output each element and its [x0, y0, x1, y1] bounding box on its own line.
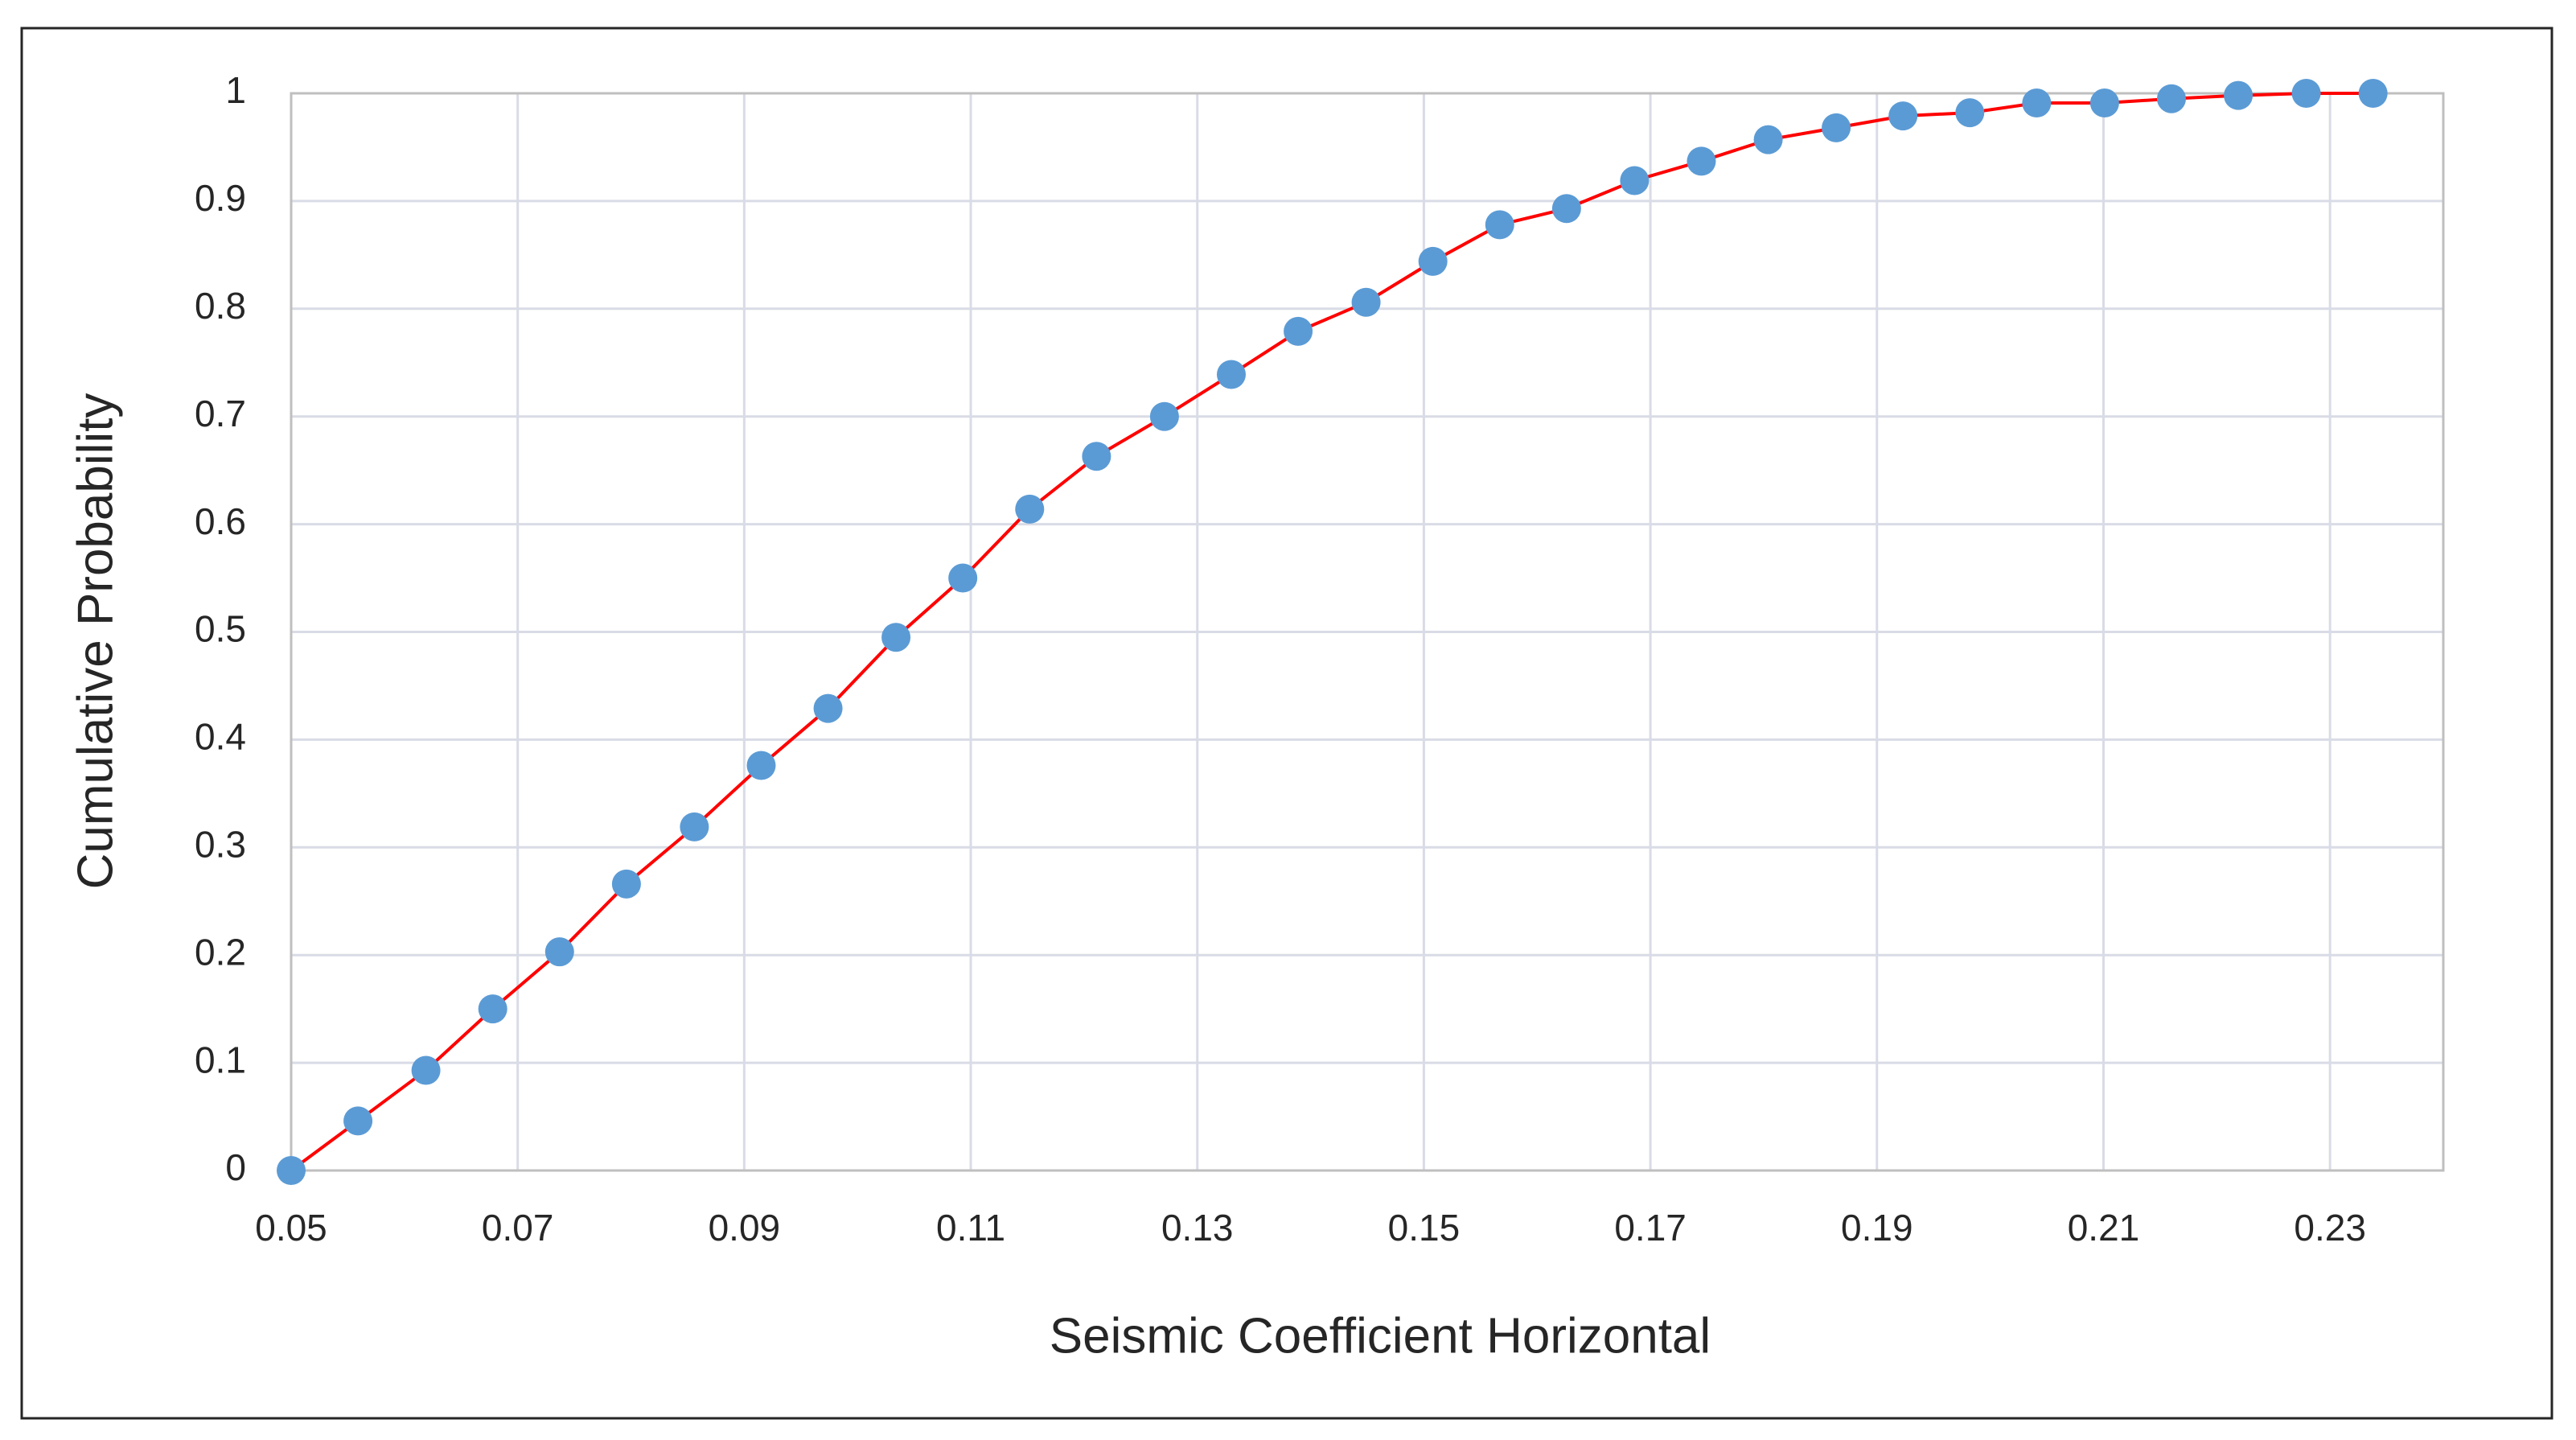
y-tick-label: 0.5 [195, 608, 246, 650]
x-tick-label: 0.11 [936, 1207, 1005, 1249]
data-point [2291, 79, 2321, 108]
data-point [2224, 80, 2253, 110]
x-axis-title: Seismic Coefficient Horizontal [1050, 1308, 1711, 1364]
data-point [277, 1156, 306, 1185]
y-tick-label: 0 [225, 1146, 246, 1188]
data-point [2358, 79, 2388, 108]
x-tick-label: 0.19 [1841, 1207, 1913, 1249]
data-point [948, 563, 978, 593]
data-point [611, 869, 641, 899]
data-point [1888, 101, 1918, 131]
data-point [1822, 113, 1851, 142]
data-point [1015, 494, 1045, 524]
y-tick-label: 0.1 [195, 1039, 246, 1080]
data-point [2156, 84, 2186, 113]
x-tick-label: 0.15 [1388, 1207, 1461, 1249]
data-point [1753, 125, 1783, 154]
data-point [544, 937, 574, 967]
y-tick-label: 1 [225, 69, 246, 111]
x-tick-label: 0.17 [1614, 1207, 1687, 1249]
data-point [1284, 316, 1313, 346]
data-point [813, 693, 843, 723]
y-tick-label: 0.6 [195, 500, 246, 542]
data-point [1551, 194, 1581, 224]
x-tick-label: 0.21 [2068, 1207, 2140, 1249]
data-point [2022, 88, 2052, 118]
y-axis-title: Cumulative Probability [68, 393, 123, 890]
x-tick-label: 0.13 [1161, 1207, 1234, 1249]
data-point [881, 623, 911, 652]
data-point [1082, 442, 1111, 471]
data-point [1351, 287, 1381, 317]
y-tick-label: 0.9 [195, 177, 246, 219]
data-point [680, 812, 709, 841]
data-point [2089, 88, 2119, 118]
data-point [1418, 246, 1448, 276]
y-tick-label: 0.7 [195, 393, 246, 434]
y-tick-label: 0.2 [195, 931, 246, 973]
x-tick-label: 0.09 [709, 1207, 781, 1249]
data-point [1955, 98, 1985, 128]
y-tick-label: 0.3 [195, 823, 246, 865]
data-point [1620, 166, 1650, 195]
data-point [746, 751, 776, 780]
data-point [1149, 401, 1179, 431]
data-point [1687, 146, 1716, 176]
y-tick-label: 0.4 [195, 716, 246, 758]
data-point [1485, 210, 1514, 240]
data-point [1216, 360, 1246, 389]
x-tick-label: 0.07 [482, 1207, 554, 1249]
x-tick-label: 0.05 [255, 1207, 327, 1249]
data-point [411, 1055, 441, 1085]
chart-frame [20, 27, 2553, 1420]
data-point [478, 994, 507, 1024]
y-tick-label: 0.8 [195, 285, 246, 327]
data-point [343, 1106, 373, 1136]
x-tick-label: 0.23 [2294, 1207, 2366, 1249]
plot-border [290, 92, 2445, 1172]
